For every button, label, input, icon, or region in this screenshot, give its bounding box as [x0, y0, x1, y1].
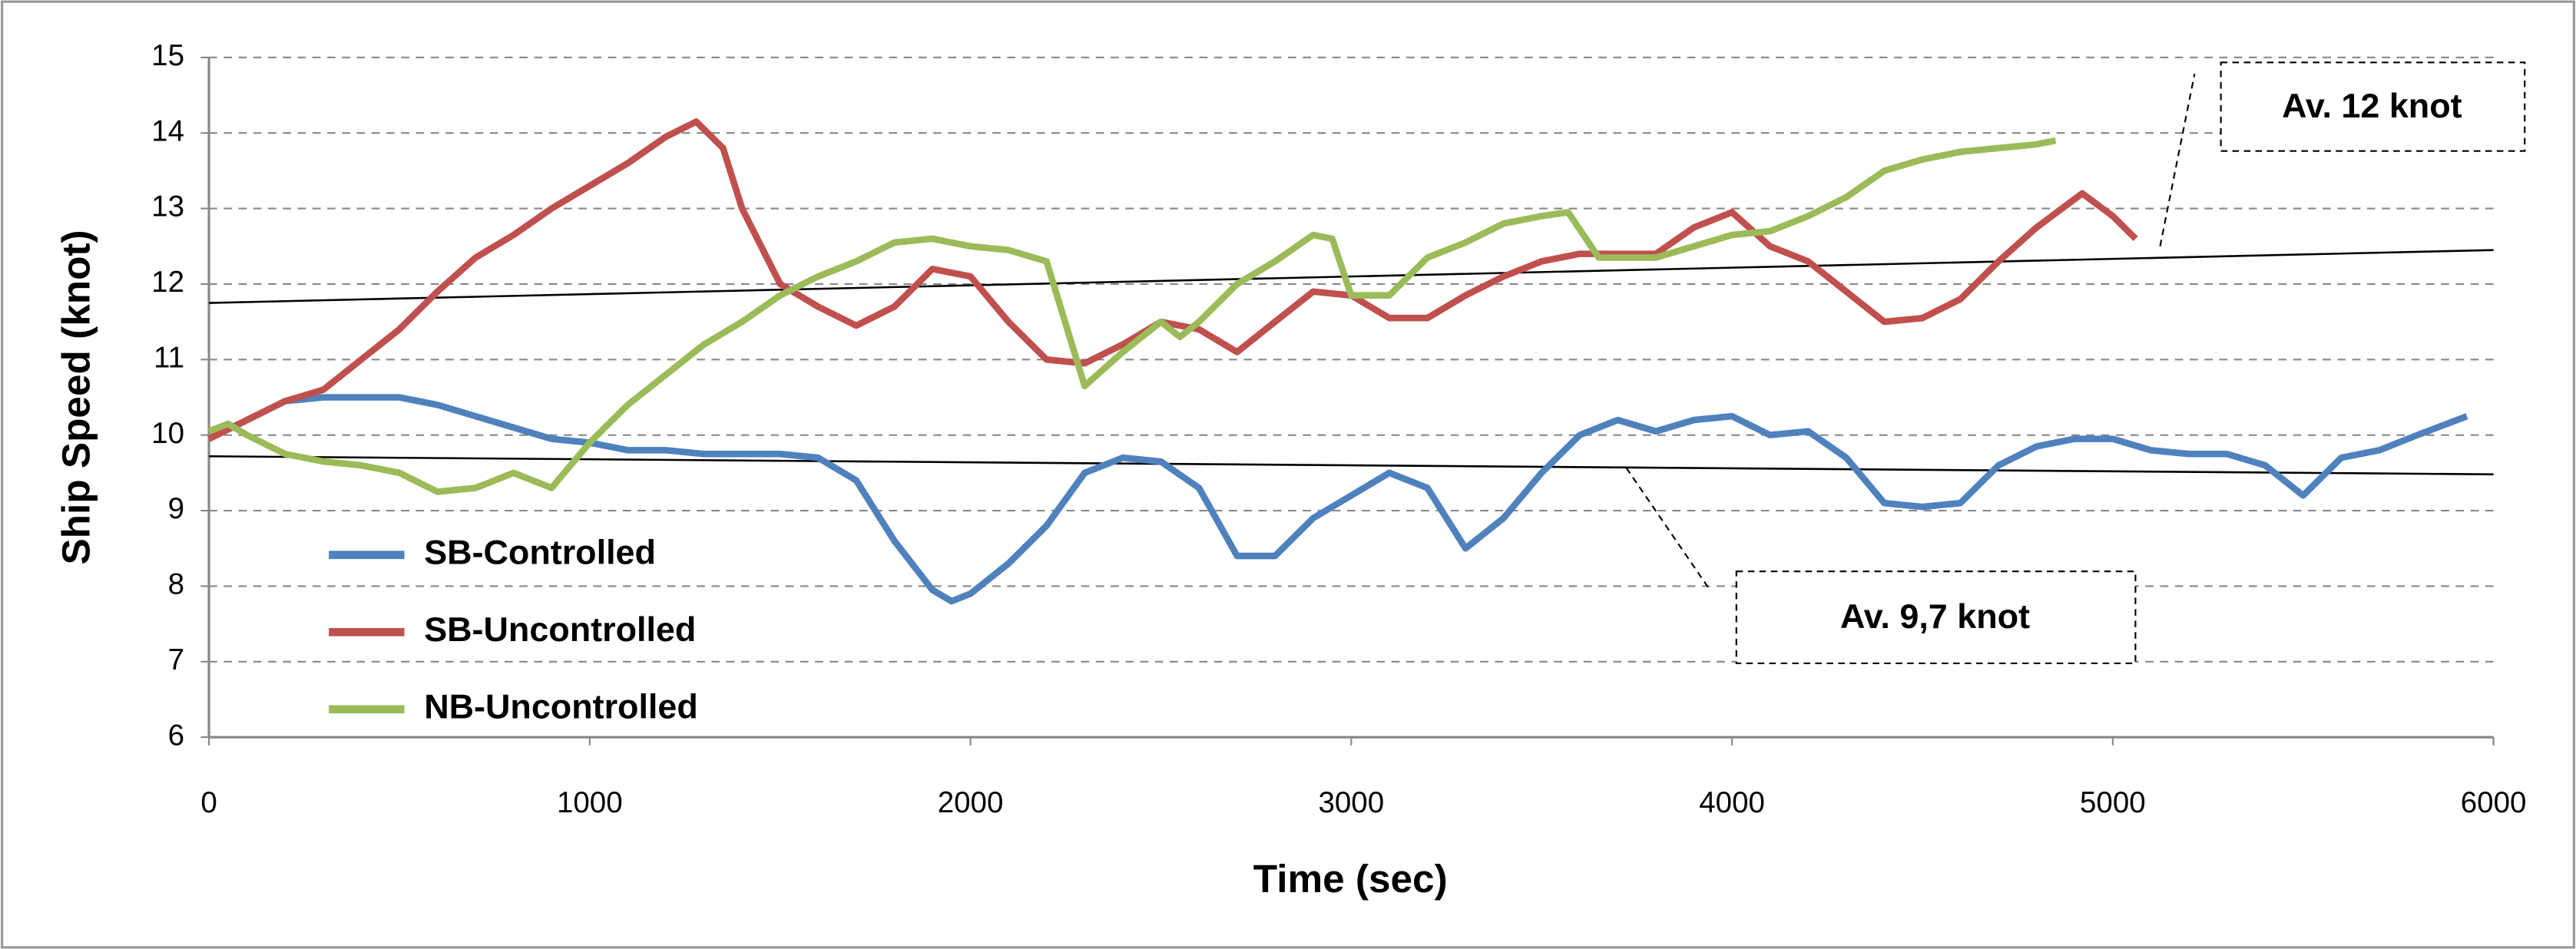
annotation-text: Av. 9,7 knot: [1840, 597, 2030, 636]
x-axis-title: Time (sec): [1253, 857, 1448, 901]
y-tick-label: 9: [168, 492, 184, 525]
y-tick-label: 10: [151, 417, 184, 450]
annotation-leader: [2159, 74, 2196, 246]
x-tick-label: 0: [200, 786, 217, 819]
trend-line: [209, 249, 2494, 304]
trend-line: [209, 455, 2494, 476]
x-tick-label: 2000: [938, 786, 1004, 819]
annotation-box: [1735, 570, 2137, 664]
y-tick-label: 11: [154, 341, 184, 374]
annotation-leader: [1625, 467, 1710, 589]
legend-label: SB-Controlled: [424, 533, 656, 572]
y-axis-title: Ship Speed (knot): [55, 230, 98, 564]
y-tick-label: 6: [168, 719, 184, 752]
series-line: [207, 137, 2057, 495]
y-tick-label: 8: [168, 568, 184, 601]
y-tick-label: 7: [168, 643, 184, 676]
y-tick-label: 15: [151, 39, 184, 72]
legend-label: SB-Uncontrolled: [424, 610, 696, 649]
legend-label: NB-Uncontrolled: [424, 687, 698, 726]
x-tick-label: 1000: [557, 786, 623, 819]
y-tick-label: 12: [151, 266, 184, 299]
x-tick-label: 5000: [2080, 786, 2146, 819]
x-tick-label: 4000: [1699, 786, 1765, 819]
annotation-box: [2220, 61, 2526, 152]
x-tick-label: 6000: [2461, 786, 2527, 819]
annotation-boxes: [1625, 61, 2526, 664]
y-tick-label: 13: [151, 190, 184, 223]
y-tick-label: 14: [151, 114, 184, 147]
x-tick-label: 3000: [1319, 786, 1385, 819]
annotation-text: Av. 12 knot: [2282, 86, 2462, 125]
